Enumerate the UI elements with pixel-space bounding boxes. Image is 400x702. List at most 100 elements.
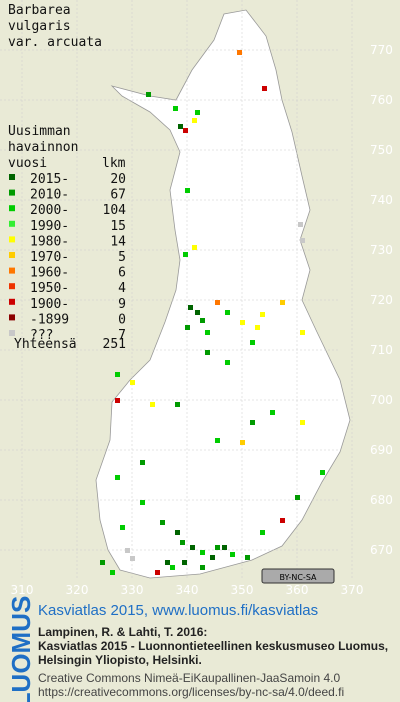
legend-swatch	[9, 205, 15, 212]
y-label: 710	[370, 343, 393, 357]
legend-count: 0	[118, 312, 126, 327]
total-count: 251	[103, 337, 126, 352]
license: Creative Commons Nimeä-EiKaupallinen-Jaa…	[38, 671, 340, 685]
legend-label: 2010-	[30, 188, 69, 203]
occurrence-square	[225, 310, 230, 315]
license-url[interactable]: https://creativecommons.org/licenses/by-…	[38, 685, 344, 699]
x-label: 370	[341, 583, 364, 597]
legend-swatch	[9, 267, 15, 274]
occurrence-square	[185, 325, 190, 330]
legend-swatch	[9, 220, 15, 227]
x-label: 320	[66, 583, 89, 597]
y-label: 680	[370, 493, 393, 507]
occurrence-square	[298, 222, 303, 227]
legend-swatch	[9, 330, 15, 336]
legend-swatch	[9, 189, 15, 196]
legend-count: 7	[118, 328, 126, 343]
occurrence-square	[262, 86, 267, 91]
grid	[0, 0, 353, 580]
y-label: 730	[370, 243, 393, 257]
occurrence-square	[245, 555, 250, 560]
link[interactable]: Kasviatlas 2015, www.luomus.fi/kasviatla…	[38, 602, 318, 619]
occurrence-square	[115, 475, 120, 480]
y-label: 700	[370, 393, 393, 407]
legend-count: 5	[118, 250, 126, 265]
occurrence-square	[215, 545, 220, 550]
legend-count: 104	[103, 203, 127, 218]
legend-swatch	[9, 174, 15, 180]
legend-swatch	[9, 283, 15, 290]
occurrence-square	[280, 300, 285, 305]
legend-label: 2000-	[30, 203, 69, 218]
occurrence-square	[115, 398, 120, 403]
occurrence-square	[190, 545, 195, 550]
occurrence-square	[130, 380, 135, 385]
legend-swatch	[9, 252, 15, 258]
occurrence-square	[210, 555, 215, 560]
y-label: 770	[370, 43, 393, 57]
legend-count: 20	[110, 172, 126, 187]
occurrence-square	[205, 330, 210, 335]
occurrence-square	[182, 560, 187, 565]
occurrence-square	[155, 570, 160, 575]
occurrence-square	[110, 570, 115, 575]
title: vulgaris	[8, 19, 71, 34]
legend-label: 1980-	[30, 234, 69, 249]
legend-label: 2015-	[30, 172, 69, 187]
occurrence-square	[188, 305, 193, 310]
occurrence-square	[215, 300, 220, 305]
legend-count-header: lkm	[102, 156, 126, 171]
occurrence-square	[183, 128, 188, 133]
occurrence-square	[165, 560, 170, 565]
y-label: 740	[370, 193, 393, 207]
occurrence-square	[230, 552, 235, 557]
legend-label: 1990-	[30, 219, 69, 234]
occurrence-square	[270, 410, 275, 415]
title: var. arcuata	[8, 35, 102, 50]
occurrence-square	[250, 340, 255, 345]
legend-header: vuosi	[8, 156, 47, 171]
occurrence-square	[192, 118, 197, 123]
occurrence-square	[280, 518, 285, 523]
legend-label: ???	[30, 328, 53, 343]
occurrence-square	[300, 238, 305, 243]
occurrence-square	[250, 420, 255, 425]
occurrence-square	[320, 470, 325, 475]
occurrence-square	[192, 245, 197, 250]
occurrence-square	[300, 330, 305, 335]
occurrence-square	[200, 550, 205, 555]
legend-count: 6	[118, 266, 126, 281]
citation: Lampinen, R. & Lahti, T. 2016:	[38, 625, 207, 639]
occurrence-square	[260, 312, 265, 317]
y-label: 690	[370, 443, 393, 457]
legend-label: 1900-	[30, 297, 69, 312]
occurrence-square	[237, 50, 242, 55]
logo: LUOMUS	[6, 596, 36, 702]
occurrence-square	[300, 420, 305, 425]
title: Barbarea	[8, 3, 71, 18]
legend-label: 1960-	[30, 266, 69, 281]
legend-count: 15	[110, 219, 126, 234]
legend-label: 1970-	[30, 250, 69, 265]
total-label: Yhteensä	[14, 337, 77, 352]
legend-label: -1899	[30, 312, 69, 327]
occurrence-square	[195, 310, 200, 315]
y-label: 760	[370, 93, 393, 107]
occurrence-square	[240, 320, 245, 325]
x-label: 360	[286, 583, 309, 597]
occurrence-square	[150, 402, 155, 407]
y-label: 670	[370, 543, 393, 557]
occurrence-square	[178, 124, 183, 129]
occurrence-square	[240, 440, 245, 445]
license-badge	[261, 568, 335, 584]
x-label: 310	[11, 583, 34, 597]
occurrence-square	[120, 525, 125, 530]
legend-swatch	[9, 314, 15, 321]
occurrence-square	[205, 350, 210, 355]
y-label: 720	[370, 293, 393, 307]
occurrence-squares	[100, 50, 325, 575]
y-label: 750	[370, 143, 393, 157]
